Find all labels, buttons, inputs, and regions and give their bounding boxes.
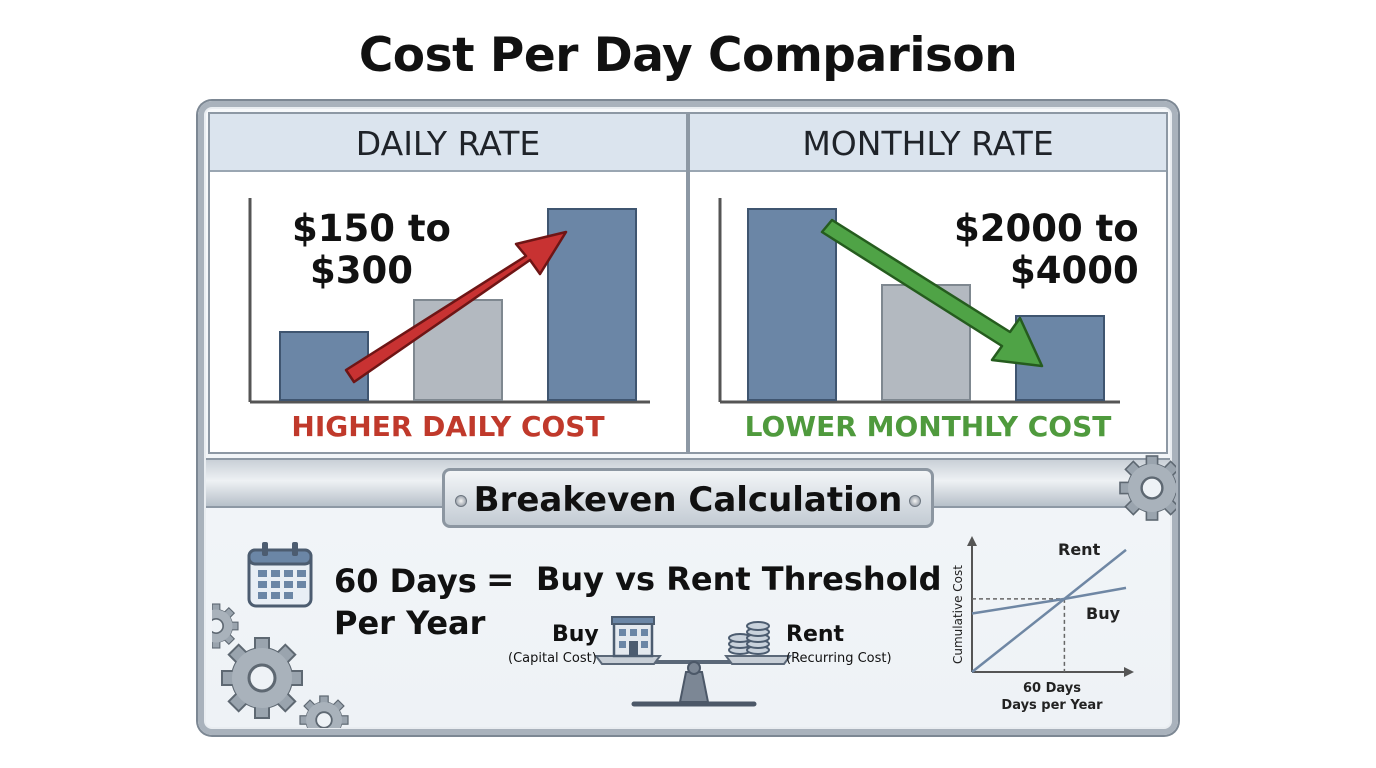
daily-bar-mid <box>413 299 503 401</box>
daily-rate-line2: $300 <box>310 249 413 292</box>
monthly-cost-label: LOWER MONTHLY COST <box>744 410 1112 443</box>
monthly-bar-chart <box>718 198 1120 404</box>
chart-y-axis-arrow <box>967 536 977 546</box>
gear-icon <box>212 603 349 728</box>
chart-x-axis-arrow <box>1124 667 1134 677</box>
daily-rate-header: DAILY RATE <box>210 114 686 172</box>
days-line2: Per Year <box>334 604 486 642</box>
monthly-rate-header: MONTHLY RATE <box>690 114 1166 172</box>
rent-sublabel: (Recurring Cost) <box>786 651 892 666</box>
monthly-down-arrow <box>820 218 1044 368</box>
days-line1: 60 Days <box>334 562 477 600</box>
daily-rate-line1: $150 to <box>292 207 451 250</box>
page-title: Cost Per Day Comparison <box>358 28 1018 83</box>
daily-bar-high <box>547 208 637 401</box>
rivet-left <box>455 495 467 507</box>
gear-icon-right <box>1118 454 1176 522</box>
threshold-text: Buy vs Rent Threshold <box>536 560 942 598</box>
monthly-rate-line2: $4000 <box>1009 249 1139 292</box>
chart-x-label: Days per Year <box>1001 698 1103 713</box>
breakeven-line-chart: Cumulative Cost Rent Buy 60 Days Days pe… <box>951 536 1134 713</box>
monthly-bar-high <box>747 208 837 401</box>
breakeven-title: Breakeven Calculation <box>473 480 903 520</box>
rent-label: Rent <box>786 622 845 647</box>
monthly-rate-panel: MONTHLY RATE $2000 to $4000 LOWER MONTHL… <box>688 112 1168 454</box>
equals-sign: = <box>486 560 515 600</box>
rivet-right <box>909 495 921 507</box>
building-icon <box>611 616 655 658</box>
calendar-icon <box>247 542 313 608</box>
rent-series-label: Rent <box>1058 540 1101 559</box>
breakeven-annotation: 60 Days <box>1023 681 1081 696</box>
monthly-rate-range: $2000 to $4000 <box>954 208 1139 292</box>
chart-y-label: Cumulative Cost <box>951 565 965 664</box>
daily-rate-range: $150 to $300 <box>292 208 451 292</box>
daily-rate-panel: DAILY RATE $150 to $300 HIGHER DAILY COS… <box>208 112 688 454</box>
buy-label: Buy <box>552 622 599 647</box>
monthly-rate-line1: $2000 to <box>954 207 1139 250</box>
daily-up-arrow <box>344 230 568 384</box>
days-per-year: 60 Days Per Year <box>334 560 485 644</box>
daily-bar-chart <box>248 198 650 404</box>
buy-sublabel: (Capital Cost) <box>508 651 597 666</box>
buy-series-label: Buy <box>1086 604 1121 623</box>
coins-icon <box>728 621 770 655</box>
daily-cost-label: HIGHER DAILY COST <box>291 410 605 443</box>
breakeven-plaque: Breakeven Calculation <box>442 468 934 528</box>
scale-icon <box>594 655 792 707</box>
buy-series-line <box>971 586 1127 615</box>
